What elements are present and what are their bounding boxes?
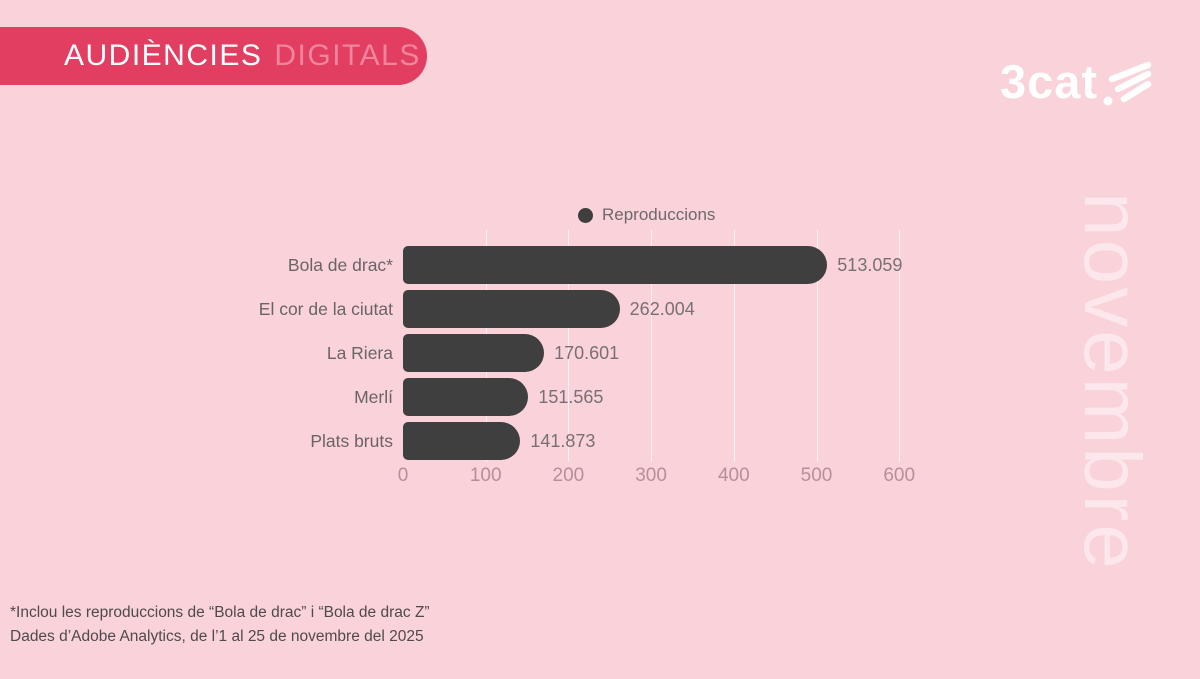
value-label: 170.601 xyxy=(554,343,620,363)
x-tick-label: 300 xyxy=(635,465,667,486)
bar xyxy=(403,290,620,328)
x-tick-label: 600 xyxy=(883,465,916,486)
footnote-line-1: *Inclou les reproduccions de “Bola de dr… xyxy=(10,604,430,621)
gridline xyxy=(568,230,570,462)
value-label: 141.873 xyxy=(530,431,596,451)
legend-label: Reproduccions xyxy=(602,205,716,224)
value-label: 262.004 xyxy=(629,299,695,319)
bar xyxy=(403,334,545,372)
gridline xyxy=(733,230,735,462)
category-label: El cor de la ciutat xyxy=(258,299,393,319)
x-tick-label: 400 xyxy=(717,465,750,486)
x-tick-label: 100 xyxy=(469,465,502,486)
page-title: AUDIÈNCIES xyxy=(64,39,263,72)
gridline xyxy=(816,230,818,462)
x-tick-label: 0 xyxy=(397,465,409,486)
bar xyxy=(403,378,529,416)
value-label: 151.565 xyxy=(538,387,604,407)
brand-logo-text: 3cat xyxy=(1000,55,1099,108)
gridline xyxy=(651,230,653,462)
bar xyxy=(403,246,828,284)
brand-logo: 3cat xyxy=(1000,56,1154,108)
footnotes: *Inclou les reproduccions de “Bola de dr… xyxy=(10,601,430,649)
x-tick-label: 500 xyxy=(800,465,833,486)
wing-icon xyxy=(1098,56,1154,108)
category-label: Plats bruts xyxy=(310,431,393,451)
category-label: Bola de drac* xyxy=(287,255,393,275)
legend-dot-icon xyxy=(578,207,593,223)
value-label: 513.059 xyxy=(837,255,903,275)
gridline xyxy=(899,230,901,462)
title-badge: AUDIÈNCIES DIGITALS xyxy=(0,27,427,85)
x-tick-label: 200 xyxy=(552,465,585,486)
category-label: La Riera xyxy=(326,343,393,363)
bar xyxy=(403,422,521,460)
footnote-line-2: Dades d’Adobe Analytics, de l’1 al 25 de… xyxy=(10,628,424,645)
chart-legend: Reproduccions xyxy=(578,205,715,225)
category-label: Merlí xyxy=(354,387,393,407)
page-subtitle: DIGITALS xyxy=(274,39,421,72)
